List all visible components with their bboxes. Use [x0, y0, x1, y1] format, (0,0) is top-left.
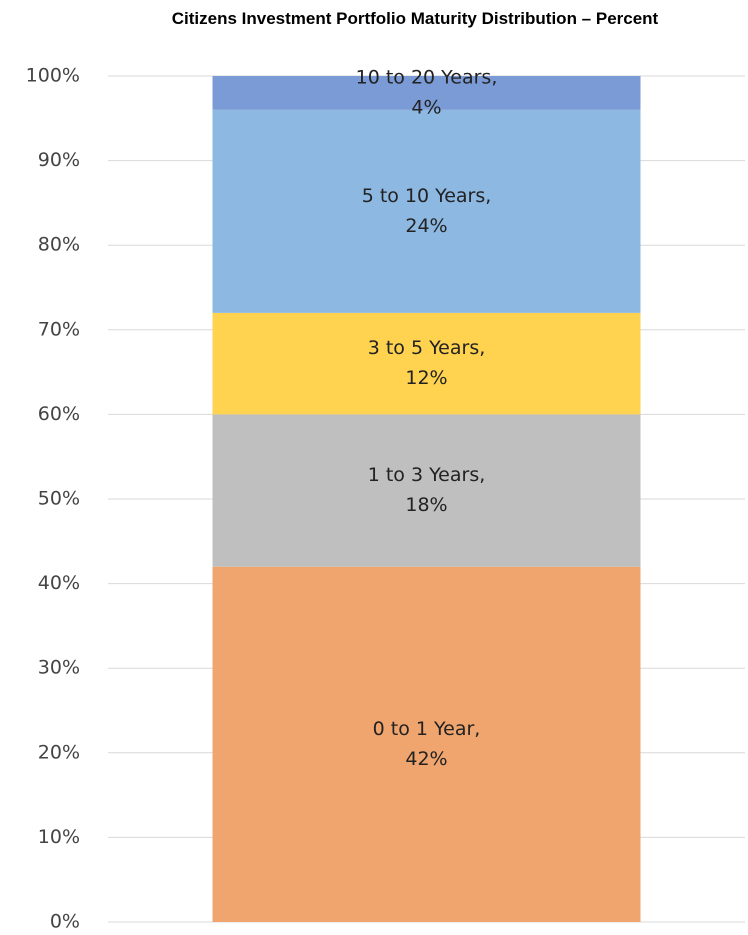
- bar-segment: [212, 566, 641, 922]
- y-tick-label: 60%: [38, 403, 80, 425]
- chart-title: Citizens Investment Portfolio Maturity D…: [171, 9, 659, 28]
- bar-segment: [212, 312, 641, 415]
- bar-segment: [212, 76, 641, 110]
- y-tick-label: 100%: [26, 65, 80, 87]
- bar-segment: [212, 109, 641, 313]
- data-label-name: 0 to 1 Year,: [373, 718, 481, 740]
- data-label-value: 4%: [411, 96, 441, 118]
- data-label-value: 18%: [405, 494, 447, 516]
- data-label-value: 24%: [405, 215, 447, 237]
- y-tick-label: 10%: [38, 826, 80, 848]
- data-label-value: 12%: [405, 367, 447, 389]
- y-tick-label: 40%: [38, 572, 80, 594]
- y-tick-label: 20%: [38, 741, 80, 763]
- data-label-name: 1 to 3 Years,: [368, 464, 486, 486]
- y-tick-label: 70%: [38, 318, 80, 340]
- y-tick-label: 0%: [50, 911, 80, 933]
- bar-segment: [212, 414, 641, 567]
- data-label-name: 5 to 10 Years,: [362, 185, 492, 207]
- y-tick-label: 30%: [38, 657, 80, 679]
- data-label-name: 3 to 5 Years,: [368, 337, 486, 359]
- y-tick-label: 80%: [38, 234, 80, 256]
- data-label-name: 10 to 20 Years,: [356, 66, 498, 88]
- y-tick-label: 50%: [38, 488, 80, 510]
- y-tick-label: 90%: [38, 149, 80, 171]
- data-label-value: 42%: [405, 748, 447, 770]
